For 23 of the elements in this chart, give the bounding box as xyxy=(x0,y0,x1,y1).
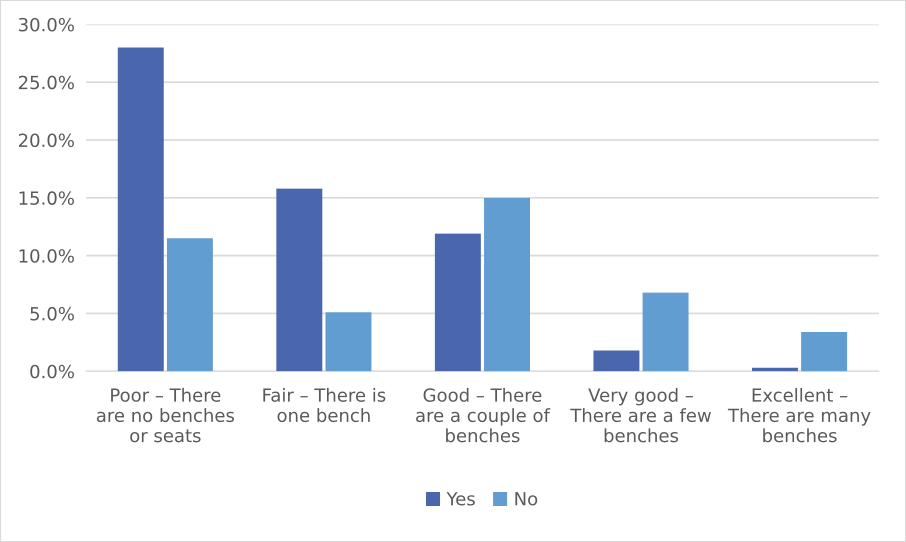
x-tick-label: Good – There are a couple of benches xyxy=(416,388,550,442)
y-tick-label: 15.0% xyxy=(20,191,74,205)
legend-label: No xyxy=(515,492,538,506)
legend-label: Yes xyxy=(446,492,475,506)
y-tick-label: 25.0% xyxy=(18,76,74,90)
bar xyxy=(801,332,848,372)
bar xyxy=(434,234,481,372)
bar xyxy=(484,198,530,372)
x-tick-label: Fair – There is one bench xyxy=(263,388,386,422)
y-tick-label: 5.0% xyxy=(30,306,74,321)
bar xyxy=(642,292,689,372)
x-tick-label: Excellent – There are many benches xyxy=(728,388,871,442)
y-tick-label: 30.0% xyxy=(18,18,74,32)
x-tick-label: Very good – There are a few benches xyxy=(570,388,711,442)
y-tick-label: 20.0% xyxy=(18,133,74,148)
bar xyxy=(166,238,213,372)
bar xyxy=(325,312,372,372)
bar xyxy=(276,188,322,372)
bar xyxy=(118,48,164,372)
x-tick-label: Poor – There are no benches or seats xyxy=(96,388,234,442)
y-tick-label: 10.0% xyxy=(20,249,74,263)
bar xyxy=(593,350,640,372)
y-tick-label: 0.0% xyxy=(30,364,74,378)
